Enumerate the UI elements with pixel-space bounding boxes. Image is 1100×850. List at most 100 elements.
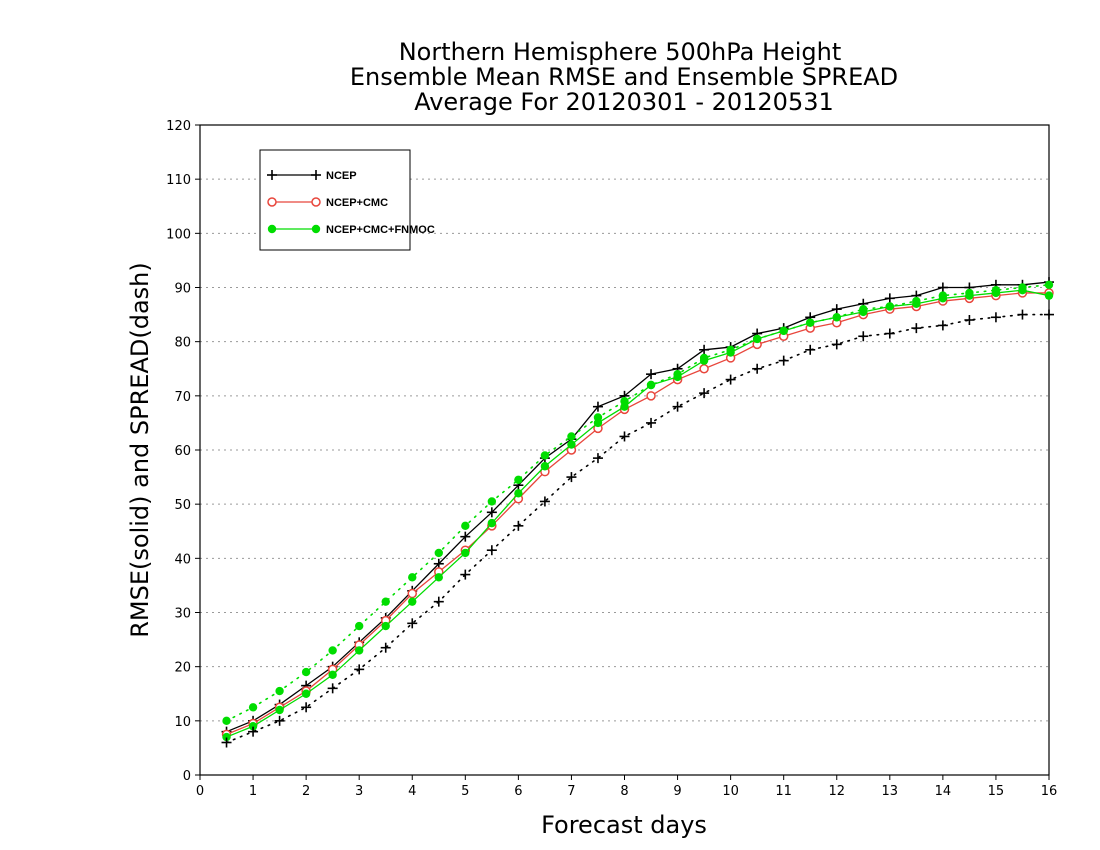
series-ncep-spread-point	[566, 472, 577, 483]
series-ncep-spread-point	[990, 312, 1001, 323]
y-tick-label: 40	[174, 552, 191, 567]
series-ncep-cmc-fnmoc-point	[301, 689, 311, 698]
y-axis-title: RMSE(solid) and SPREAD(dash)	[126, 262, 154, 638]
series-ncep-spread-point	[752, 363, 763, 374]
series-ncep-spread-point	[513, 520, 524, 531]
y-tick-label: 120	[166, 119, 191, 134]
y-tick-label: 100	[166, 227, 191, 242]
series-ncep-spread-point	[301, 702, 312, 713]
series-ncep-point	[831, 304, 842, 315]
y-tick-label: 50	[174, 498, 191, 513]
x-tick-label: 16	[1041, 784, 1058, 799]
series-ncep-cmc-fnmoc-spread-point	[991, 286, 1001, 295]
legend-item-ncep-cmc-fnmoc: NCEP+CMC+FNMOC	[267, 224, 435, 236]
series-ncep-spread-point	[672, 401, 683, 412]
series-ncep-cmc-fnmoc-spread-point	[1018, 283, 1027, 292]
legend-item-ncep-cmc: NCEP+CMC	[267, 197, 388, 209]
series-ncep-spread-point	[327, 683, 338, 694]
legend-label: NCEP	[326, 170, 357, 182]
series-ncep-cmc-fnmoc-point	[381, 621, 390, 631]
legend-marker	[311, 224, 321, 234]
x-tick-label: 11	[775, 784, 792, 799]
series-ncep-cmc-fnmoc-spread-point	[806, 318, 815, 327]
series-ncep-cmc-point	[407, 588, 417, 599]
series-ncep-spread-point	[964, 315, 975, 325]
series-ncep-point	[433, 558, 444, 569]
series-ncep-cmc-fnmoc-spread-point	[514, 475, 523, 484]
series-ncep-spread-point	[858, 331, 869, 342]
x-tick-label: 4	[408, 784, 416, 799]
y-tick-label: 30	[174, 607, 191, 622]
y-tick-label: 60	[174, 444, 191, 459]
series-ncep-spread-point	[725, 374, 736, 385]
legend-item-ncep: NCEP	[267, 170, 357, 182]
series-ncep-cmc-fnmoc-point	[354, 646, 364, 655]
series-ncep-cmc-fnmoc-spread-point	[381, 597, 390, 606]
series-ncep-cmc-fnmoc-spread-point	[779, 326, 788, 336]
x-tick-label: 0	[196, 784, 204, 799]
series-ncep-spread-point	[699, 388, 710, 399]
series-ncep-cmc-fnmoc-spread-point	[567, 432, 576, 441]
y-tick-label: 0	[183, 769, 191, 784]
series-ncep-cmc-fnmoc-point	[248, 722, 258, 731]
series-ncep-spread-point	[248, 726, 259, 737]
series-ncep-spread-point	[646, 417, 657, 428]
series-ncep-cmc-fnmoc-spread-line	[225, 283, 1050, 722]
series-ncep-cmc-fnmoc-spread-point	[461, 521, 470, 531]
title-line-3: Average For 20120301 - 20120531	[414, 88, 834, 116]
x-tick-label: 12	[828, 784, 845, 799]
series-ncep-point	[486, 507, 497, 518]
series-ncep-cmc-fnmoc	[222, 286, 1054, 742]
series-ncep-cmc-fnmoc-point	[487, 518, 497, 528]
x-tick-label: 6	[514, 784, 522, 799]
legend-marker	[311, 197, 321, 207]
series-ncep-cmc-fnmoc-spread-point	[938, 291, 948, 300]
series-ncep-spread-point	[619, 431, 630, 442]
series-ncep-cmc-fnmoc-spread-point	[646, 380, 656, 390]
y-axis: 0 10 20 30 40 50 60 70 80 90 100 110 120	[166, 119, 200, 784]
legend-marker	[267, 224, 277, 234]
x-tick-label: 13	[882, 784, 899, 799]
series-ncep-spread-point	[831, 339, 842, 350]
series-ncep-point	[592, 401, 603, 412]
grid	[200, 178, 1049, 722]
series-ncep-spread-point	[1044, 309, 1054, 320]
series-ncep-spread-point	[486, 545, 497, 556]
series-ncep-spread-point	[592, 453, 603, 464]
series-ncep-cmc-fnmoc-spread-point	[354, 621, 364, 631]
series-ncep-cmc-fnmoc-point	[434, 573, 443, 582]
series-ncep-cmc-fnmoc-spread-point	[434, 548, 443, 558]
series-ncep-cmc-fnmoc-spread-point	[222, 716, 231, 726]
series-ncep-cmc-fnmoc-spread-point	[752, 334, 762, 344]
legend-marker	[311, 170, 321, 180]
x-tick-label: 8	[620, 784, 628, 799]
legend-box	[259, 149, 411, 251]
y-tick-label: 70	[174, 390, 191, 405]
series-ncep-cmc-fnmoc-point	[408, 597, 417, 606]
series-ncep-spread	[221, 309, 1054, 748]
series-ncep-cmc-fnmoc-point	[275, 705, 284, 715]
x-tick-label: 2	[302, 784, 310, 799]
series-ncep-cmc-fnmoc-spread	[222, 280, 1054, 726]
legend-marker	[267, 170, 277, 180]
series-ncep-cmc-fnmoc-spread-point	[248, 703, 258, 712]
y-tick-label: 90	[174, 282, 191, 297]
y-tick-label: 80	[174, 336, 191, 351]
series-ncep-cmc-fnmoc-point	[461, 548, 470, 558]
x-tick-label: 3	[355, 784, 363, 799]
series-ncep-point	[699, 344, 710, 355]
series-ncep-spread-point	[1017, 309, 1028, 320]
series-ncep-cmc-fnmoc-spread-point	[593, 413, 603, 422]
title-line-1: Northern Hemisphere 500hPa Height	[399, 38, 842, 66]
series-ncep-cmc-fnmoc-spread-point	[832, 313, 841, 322]
series-ncep-cmc-fnmoc-spread-point	[275, 686, 284, 696]
series-ncep-spread-point	[911, 323, 922, 334]
series-ncep-spread-point	[221, 737, 232, 748]
series-ncep-cmc-line	[226, 292, 1049, 735]
series-ncep-cmc-fnmoc-line	[226, 289, 1050, 738]
series-ncep-spread-point	[778, 355, 789, 366]
y-tick-label: 110	[166, 173, 191, 188]
series-ncep-cmc	[221, 288, 1054, 740]
x-tick-label: 9	[673, 784, 681, 799]
